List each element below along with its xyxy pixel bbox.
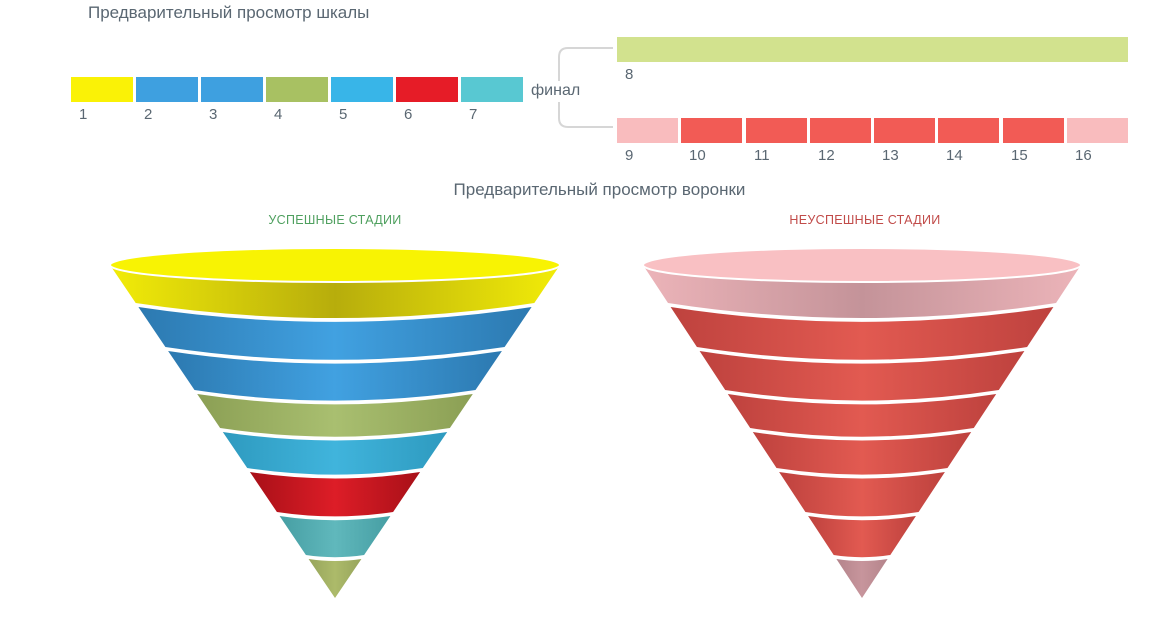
final-label: финал bbox=[529, 81, 585, 102]
scale-segment-label-9: 9 bbox=[625, 147, 634, 164]
scale-segment-label-10: 10 bbox=[689, 147, 706, 164]
funnel-layer-8 bbox=[308, 559, 362, 598]
scale-segment-14 bbox=[938, 118, 999, 143]
funnel-layer-7 bbox=[808, 516, 916, 558]
scale-segment-15 bbox=[1003, 118, 1064, 143]
scale-segment-label-6: 6 bbox=[404, 106, 413, 123]
scale-segment-9 bbox=[617, 118, 678, 143]
scale-segment-4 bbox=[266, 77, 328, 102]
funnel-layer-3 bbox=[699, 351, 1025, 401]
scale-segment-label-14: 14 bbox=[946, 147, 963, 164]
scale-segment-7 bbox=[461, 77, 523, 102]
scale-segment-8 bbox=[617, 37, 1128, 62]
scale-segment-2 bbox=[136, 77, 198, 102]
scale-segment-5 bbox=[331, 77, 393, 102]
funnel-layer-5 bbox=[222, 432, 448, 475]
funnel-layer-6 bbox=[249, 472, 421, 517]
scale-segment-11 bbox=[746, 118, 807, 143]
scale-segment-12 bbox=[810, 118, 871, 143]
scale-segment-1 bbox=[71, 77, 133, 102]
scale-segment-label-3: 3 bbox=[209, 106, 218, 123]
scale-segment-label-12: 12 bbox=[818, 147, 835, 164]
scale-segment-10 bbox=[681, 118, 742, 143]
success-stages-label: УСПЕШНЫЕ СТАДИИ bbox=[268, 213, 402, 227]
scale-segment-label-5: 5 bbox=[339, 106, 348, 123]
scale-segment-13 bbox=[874, 118, 935, 143]
funnel-layer-2 bbox=[670, 307, 1054, 360]
funnel-preview-title: Предварительный просмотр воронки bbox=[453, 180, 746, 199]
success-funnel bbox=[109, 247, 561, 598]
scale-segment-label-16: 16 bbox=[1075, 147, 1092, 164]
scale-segment-label-13: 13 bbox=[882, 147, 899, 164]
funnel-layer-2 bbox=[138, 307, 532, 360]
funnel-top-ellipse bbox=[109, 247, 561, 283]
scale-segment-label-11: 11 bbox=[754, 147, 770, 164]
funnel-top-ellipse bbox=[642, 247, 1082, 283]
scale-preview-title: Предварительный просмотр шкалы bbox=[88, 3, 370, 22]
funnel-layer-7 bbox=[279, 516, 391, 558]
scale-segment-label-7: 7 bbox=[469, 106, 478, 123]
fail-funnel bbox=[642, 247, 1082, 598]
scale-segment-label-4: 4 bbox=[274, 106, 283, 123]
scale-segment-label-15: 15 bbox=[1011, 147, 1028, 164]
funnel-layer-5 bbox=[752, 432, 972, 475]
funnel-layer-4 bbox=[197, 394, 473, 437]
scale-segment-label-2: 2 bbox=[144, 106, 153, 123]
funnel-layer-6 bbox=[779, 472, 945, 517]
scale-segment-16 bbox=[1067, 118, 1128, 143]
scale-segment-label-8: 8 bbox=[625, 66, 634, 83]
funnel-layer-4 bbox=[727, 394, 997, 437]
funnel-layer-8 bbox=[836, 559, 888, 598]
funnel-layer-3 bbox=[168, 351, 502, 401]
scale-segment-6 bbox=[396, 77, 458, 102]
scale-segment-label-1: 1 bbox=[79, 106, 88, 123]
scale-segment-3 bbox=[201, 77, 263, 102]
fail-stages-label: НЕУСПЕШНЫЕ СТАДИИ bbox=[789, 213, 941, 227]
